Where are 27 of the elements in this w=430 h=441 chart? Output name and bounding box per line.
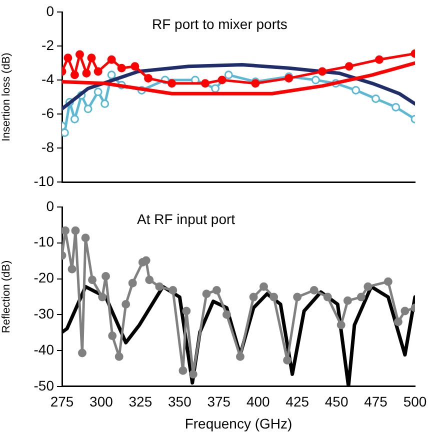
x-tick-label: 275 (50, 394, 74, 410)
x-tick-label: 325 (128, 394, 152, 410)
y-tick-label: -40 (34, 341, 54, 358)
x-tick-label: 400 (246, 394, 270, 410)
y-tick-label: -10 (34, 172, 54, 189)
x-tick-label: 350 (168, 394, 192, 410)
y-axis-title: Reflection (dB) (0, 260, 13, 334)
y-tick-label: -20 (34, 270, 54, 286)
y-tick-label: 0 (46, 198, 54, 214)
y-tick-label: -4 (42, 70, 54, 87)
y-tick-label: -10 (34, 234, 54, 250)
x-tick-label: 425 (286, 394, 310, 410)
x-tick-label: 300 (90, 394, 114, 410)
y-tick-label: -30 (34, 306, 54, 322)
y-tick-label: -8 (42, 138, 54, 155)
x-tick-label: 375 (207, 394, 231, 410)
y-tick-label: -6 (42, 104, 54, 121)
x-tick-label: 450 (324, 394, 348, 410)
y-axis-title: Insertion loss (dB) (0, 52, 13, 142)
x-axis-title: Frequency (GHz) (184, 415, 292, 432)
y-tick-label: -2 (42, 36, 54, 53)
annotation: RF port to mixer ports (152, 16, 288, 32)
annotation: At RF input port (137, 210, 236, 227)
x-tick-label: 500 (403, 394, 427, 410)
x-tick-label: 475 (364, 394, 388, 410)
y-tick-label: -50 (34, 377, 54, 394)
y-tick-label: 0 (46, 2, 54, 19)
